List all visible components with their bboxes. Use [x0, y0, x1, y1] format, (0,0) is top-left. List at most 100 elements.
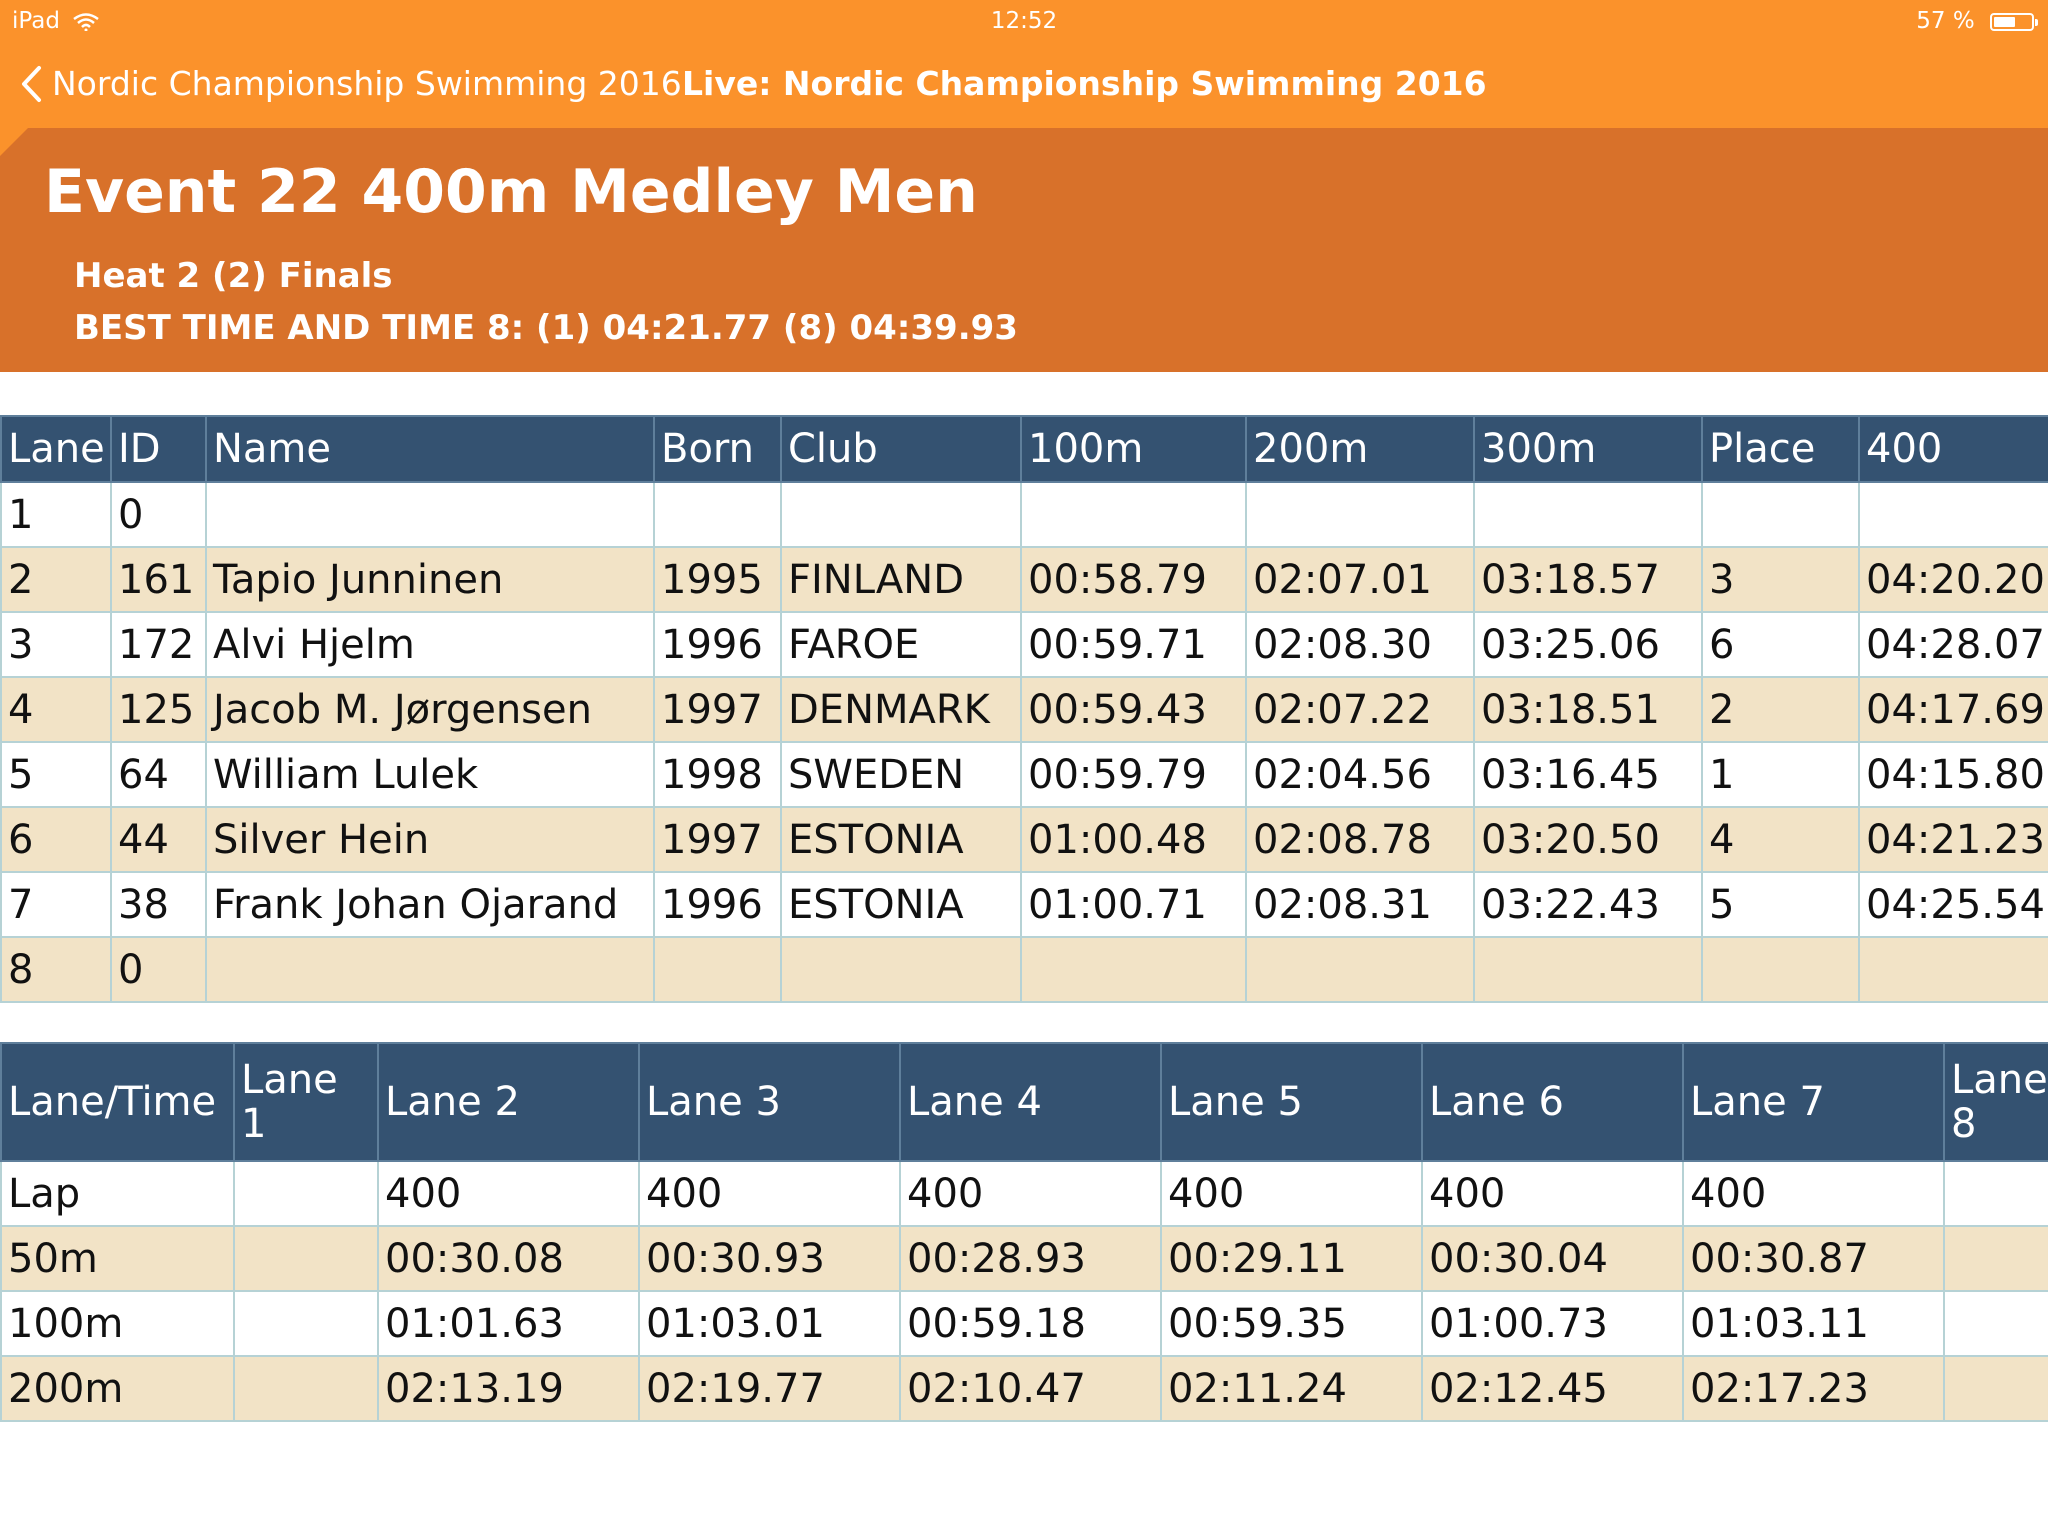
- splits-cell: [1943, 1290, 2048, 1357]
- results-cell: 04:25.54: [1858, 871, 2048, 938]
- results-row[interactable]: 2 161 Tapio Junninen 1995 FINLAND 00:58.79 02:…: [0, 546, 2048, 613]
- results-cell: 8: [0, 936, 112, 1003]
- splits-cell: 01:00.73: [1421, 1290, 1684, 1357]
- splits-cell: [233, 1160, 379, 1227]
- splits-header-lane-time: Lane/Time: [0, 1042, 235, 1162]
- results-row[interactable]: 3 172 Alvi Hjelm 1996 FAROE 00:59.71 02:08.30 0…: [0, 611, 2048, 678]
- splits-cell: 400: [1160, 1160, 1423, 1227]
- results-cell: [653, 936, 782, 1003]
- results-cell: 00:58.79: [1020, 546, 1247, 613]
- splits-row[interactable]: 50m 00:30.08 00:30.93 00:28.93 00:29.11 00:30…: [0, 1225, 2048, 1292]
- back-button[interactable]: Nordic Championship Swimming 2016: [20, 58, 682, 110]
- splits-header-lane-8: Lane 8: [1943, 1042, 2048, 1162]
- results-cell: 0: [110, 481, 207, 548]
- results-header-club: Club: [780, 415, 1022, 483]
- results-cell: 00:59.43: [1020, 676, 1247, 743]
- results-cell: 04:15.80: [1858, 741, 2048, 808]
- heat-info: Heat 2 (2) Finals: [74, 256, 393, 296]
- results-cell: 2: [0, 546, 112, 613]
- results-cell: 6: [1701, 611, 1860, 678]
- chevron-left-icon: [22, 66, 41, 102]
- splits-header-lane-1: Lane 1: [233, 1042, 379, 1162]
- results-cell: 01:00.48: [1020, 806, 1247, 873]
- results-cell: FAROE: [780, 611, 1022, 678]
- splits-cell: 100m: [0, 1290, 235, 1357]
- results-cell: [1020, 936, 1247, 1003]
- splits-body: Lap 400 400 400 400 400 400 50m 00:30.08 00:30.93…: [0, 1160, 2048, 1422]
- results-row[interactable]: 6 44 Silver Hein 1997 ESTONIA 01:00.48 02:08.7…: [0, 806, 2048, 873]
- results-cell: [1701, 936, 1860, 1003]
- results-cell: 03:22.43: [1473, 871, 1703, 938]
- results-cell: [1245, 936, 1475, 1003]
- results-cell: 6: [0, 806, 112, 873]
- splits-row[interactable]: 200m 02:13.19 02:19.77 02:10.47 02:11.24 02:1…: [0, 1355, 2048, 1422]
- results-header-born: Born: [653, 415, 782, 483]
- results-cell: 1997: [653, 806, 782, 873]
- results-header-lane: Lane: [0, 415, 112, 483]
- status-battery: 57 %: [1916, 6, 2038, 36]
- results-cell: 03:25.06: [1473, 611, 1703, 678]
- results-header-100m: 100m: [1020, 415, 1247, 483]
- results-cell: Alvi Hjelm: [205, 611, 655, 678]
- results-cell: 4: [1701, 806, 1860, 873]
- splits-cell: 01:03.01: [638, 1290, 901, 1357]
- splits-cell: [1943, 1355, 2048, 1422]
- results-cell: Silver Hein: [205, 806, 655, 873]
- results-cell: 64: [110, 741, 207, 808]
- results-cell: 02:07.01: [1245, 546, 1475, 613]
- splits-cell: 01:01.63: [377, 1290, 640, 1357]
- results-cell: 7: [0, 871, 112, 938]
- results-cell: 0: [110, 936, 207, 1003]
- status-device: iPad: [12, 6, 99, 36]
- results-cell: [1473, 481, 1703, 548]
- top-bar: iPad 12:52 57 % Nordic Championship Swim…: [0, 0, 2048, 128]
- results-cell: 00:59.79: [1020, 741, 1247, 808]
- results-cell: 1996: [653, 611, 782, 678]
- splits-header-lane-6: Lane 6: [1421, 1042, 1684, 1162]
- splits-row[interactable]: Lap 400 400 400 400 400 400: [0, 1160, 2048, 1227]
- results-row[interactable]: 7 38 Frank Johan Ojarand 1996 ESTONIA 01:00.7…: [0, 871, 2048, 938]
- splits-cell: 400: [899, 1160, 1162, 1227]
- corner-fold: [0, 128, 28, 156]
- splits-header-lane-7: Lane 7: [1682, 1042, 1945, 1162]
- splits-cell: 400: [1682, 1160, 1945, 1227]
- splits-cell: [233, 1355, 379, 1422]
- results-cell: 38: [110, 871, 207, 938]
- results-cell: ESTONIA: [780, 806, 1022, 873]
- nav-title: Live: Nordic Championship Swimming 2016: [682, 64, 1487, 103]
- results-cell: 03:16.45: [1473, 741, 1703, 808]
- results-cell: 1998: [653, 741, 782, 808]
- results-cell: 04:28.07: [1858, 611, 2048, 678]
- results-cell: 04:21.23: [1858, 806, 2048, 873]
- results-header-name: Name: [205, 415, 655, 483]
- results-cell: 4: [0, 676, 112, 743]
- results-cell: [780, 936, 1022, 1003]
- splits-cell: 00:29.11: [1160, 1225, 1423, 1292]
- results-row[interactable]: 4 125 Jacob M. Jørgensen 1997 DENMARK 00:59.4…: [0, 676, 2048, 743]
- splits-header-lane-3: Lane 3: [638, 1042, 901, 1162]
- results-cell: 2: [1701, 676, 1860, 743]
- results-cell: 1995: [653, 546, 782, 613]
- results-cell: 1996: [653, 871, 782, 938]
- results-cell: 125: [110, 676, 207, 743]
- splits-cell: 00:30.08: [377, 1225, 640, 1292]
- results-cell: [780, 481, 1022, 548]
- splits-row[interactable]: 100m 01:01.63 01:03.01 00:59.18 00:59.35 01:0…: [0, 1290, 2048, 1357]
- results-cell: 02:08.78: [1245, 806, 1475, 873]
- event-header: Event 22 400m Medley Men Heat 2 (2) Fina…: [0, 128, 2048, 372]
- results-cell: [205, 936, 655, 1003]
- splits-cell: 400: [1421, 1160, 1684, 1227]
- results-cell: [1020, 481, 1247, 548]
- results-cell: 03:20.50: [1473, 806, 1703, 873]
- splits-cell: 02:10.47: [899, 1355, 1162, 1422]
- splits-cell: 02:13.19: [377, 1355, 640, 1422]
- splits-header-lane-5: Lane 5: [1160, 1042, 1423, 1162]
- results-cell: [653, 481, 782, 548]
- device-name: iPad: [12, 8, 60, 34]
- splits-cell: 02:12.45: [1421, 1355, 1684, 1422]
- splits-cell: 200m: [0, 1355, 235, 1422]
- results-row[interactable]: 5 64 William Lulek 1998 SWEDEN 00:59.79 02:04.…: [0, 741, 2048, 808]
- results-cell: Jacob M. Jørgensen: [205, 676, 655, 743]
